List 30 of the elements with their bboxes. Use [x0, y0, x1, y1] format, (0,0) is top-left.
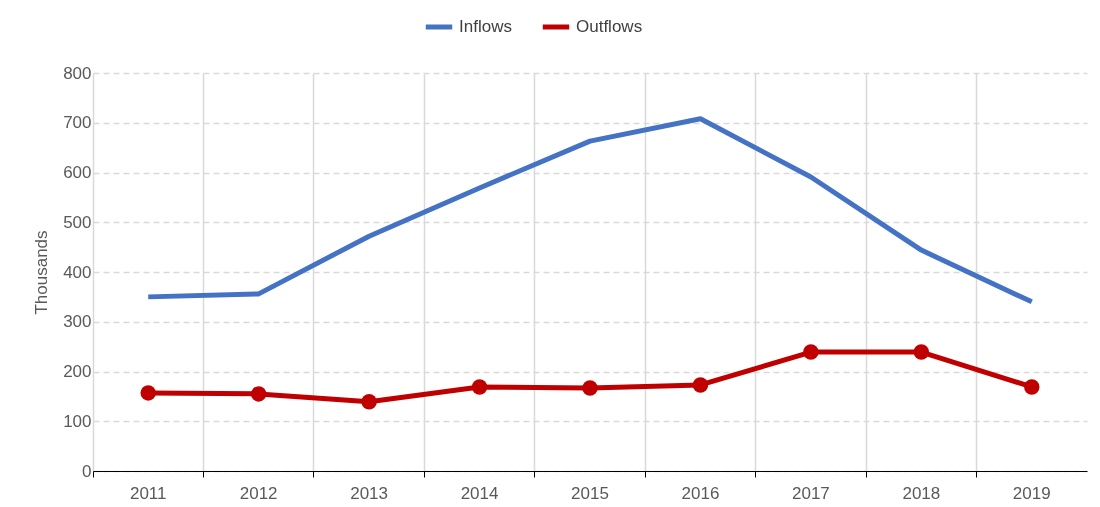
y-tick-label: 300 — [63, 312, 92, 332]
point — [250, 386, 267, 402]
x-tick-label: 2017 — [791, 483, 830, 503]
x-tick-label: 2011 — [129, 483, 167, 503]
x-tick-label: 2013 — [350, 483, 389, 503]
x-tick-label: 2015 — [571, 483, 609, 503]
y-tick-label: 200 — [63, 362, 92, 381]
x-tick-label: 2014 — [460, 483, 499, 503]
point — [913, 344, 930, 360]
y-tick-label: 500 — [63, 212, 92, 232]
x-tick-label: 2016 — [681, 483, 720, 503]
y-axis-title: Thousands — [32, 230, 52, 315]
point — [140, 385, 156, 401]
point — [803, 344, 819, 360]
x-tick-label: 2018 — [902, 483, 941, 503]
point — [1024, 379, 1040, 395]
point — [361, 394, 377, 410]
point — [692, 377, 709, 393]
y-tick-label: 100 — [63, 411, 92, 431]
legend-label: Inflows — [459, 17, 512, 36]
point — [582, 380, 598, 396]
y-tick-label: 800 — [63, 63, 92, 83]
y-tick-label: 0 — [82, 461, 92, 481]
y-tick-label: 700 — [63, 113, 92, 133]
y-tick-label: 400 — [63, 262, 92, 282]
legend-label: Outflows — [576, 17, 643, 36]
point — [471, 379, 488, 395]
y-tick-label: 600 — [63, 163, 92, 182]
x-tick-label: 2012 — [239, 483, 278, 503]
x-tick-label: 2019 — [1012, 483, 1051, 503]
